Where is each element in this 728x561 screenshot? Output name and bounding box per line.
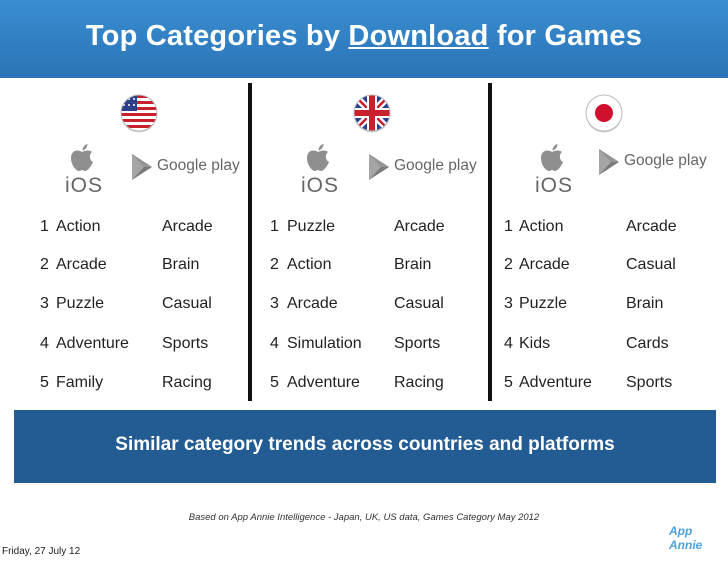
summary-text: Similar category trends across countries… (115, 434, 615, 455)
rank-number: 5 (504, 374, 513, 391)
ios-category: Action (56, 218, 101, 235)
ios-category: Arcade (287, 295, 338, 312)
ios-label: iOS (535, 174, 574, 197)
play-category: Racing (394, 374, 444, 391)
ios-label: iOS (301, 174, 340, 197)
rank-number: 5 (270, 374, 279, 391)
play-category: Racing (162, 374, 212, 391)
apple-ios-icon (541, 144, 563, 171)
us-flag-icon (120, 94, 158, 133)
google-play-icon (369, 154, 389, 180)
app-annie-logo: App Annie (669, 524, 703, 552)
rank-number: 3 (270, 295, 279, 312)
ios-category: Arcade (56, 256, 107, 273)
play-category: Arcade (394, 218, 445, 235)
ios-label: iOS (65, 174, 104, 197)
slide-date: Friday, 27 July 12 (2, 546, 81, 557)
play-category: Brain (394, 256, 432, 273)
ios-category: Action (519, 218, 564, 235)
play-category: Arcade (162, 218, 213, 235)
slide-title: Top Categories by Download for Games (85, 20, 643, 52)
play-category: Sports (162, 335, 209, 352)
play-category: Brain (626, 295, 664, 312)
rank-number: 4 (40, 335, 49, 352)
ios-category: Puzzle (56, 295, 105, 312)
play-category: Casual (626, 256, 676, 273)
column-divider (488, 83, 492, 401)
play-category: Cards (626, 335, 669, 352)
source-note: Based on App Annie Intelligence - Japan,… (188, 512, 540, 523)
play-category: Sports (394, 335, 441, 352)
ios-category: Simulation (287, 335, 362, 352)
ios-category: Kids (519, 335, 551, 352)
rank-number: 1 (40, 218, 49, 235)
ios-category: Puzzle (519, 295, 568, 312)
play-category: Arcade (626, 218, 677, 235)
google-play-logo: Google play (130, 150, 245, 184)
rank-number: 3 (40, 295, 49, 312)
ios-category: Adventure (287, 374, 360, 391)
rank-number: 4 (504, 335, 513, 352)
play-category: Sports (626, 374, 673, 391)
apple-ios-icon (71, 144, 93, 171)
rank-number: 3 (504, 295, 513, 312)
japan-flag-icon (585, 94, 623, 133)
ios-category: Family (56, 374, 104, 391)
play-category: Brain (162, 256, 200, 273)
rank-number: 2 (504, 256, 513, 273)
uk-flag-icon (353, 94, 391, 133)
rank-number: 1 (270, 218, 279, 235)
ios-category: Puzzle (287, 218, 336, 235)
google-play-icon (132, 154, 152, 180)
google-play-icon (599, 149, 619, 175)
rank-number: 2 (270, 256, 279, 273)
rank-number: 4 (270, 335, 279, 352)
summary-bar (14, 410, 716, 483)
ios-category: Arcade (519, 256, 570, 273)
rank-number: 5 (40, 374, 49, 391)
rank-number: 1 (504, 218, 513, 235)
rank-number: 2 (40, 256, 49, 273)
google-play-logo: Google play (367, 150, 482, 184)
play-category: Casual (162, 295, 212, 312)
ios-category: Adventure (519, 374, 592, 391)
ios-category: Action (287, 256, 332, 273)
google-play-logo: Google play (597, 145, 712, 179)
title-banner (0, 0, 728, 78)
play-category: Casual (394, 295, 444, 312)
ios-category: Adventure (56, 335, 129, 352)
column-divider (248, 83, 252, 401)
apple-ios-icon (307, 144, 329, 171)
